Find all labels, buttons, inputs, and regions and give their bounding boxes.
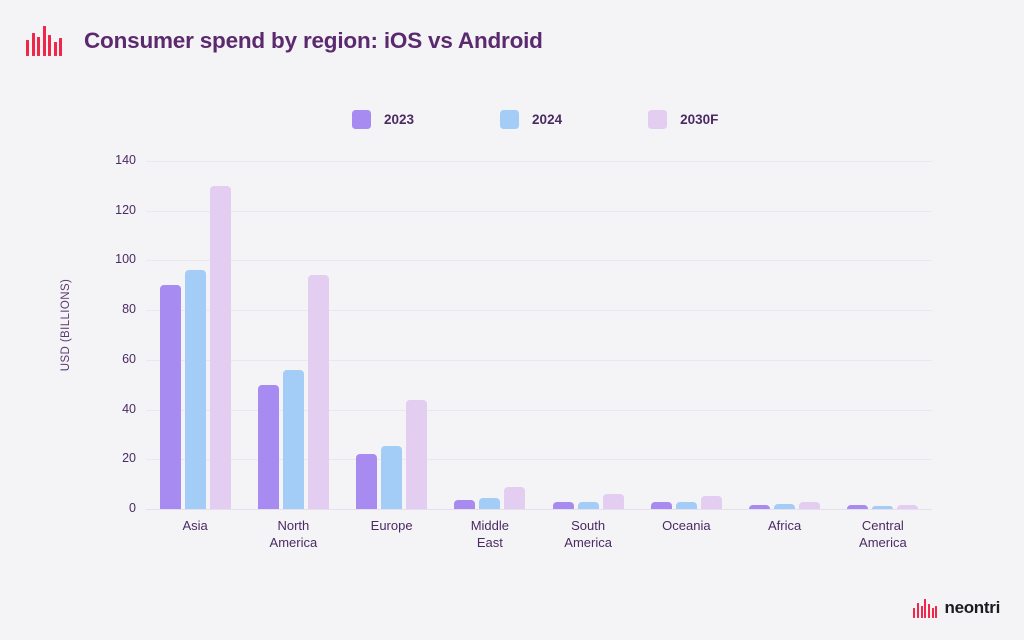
waveform-bar [48,35,51,56]
bar[interactable] [774,504,796,509]
neontri-waveform-icon [913,598,938,618]
x-axis-label: Central America [859,518,907,550]
bar[interactable] [799,502,821,509]
y-axis-title: USD (BILLIONS) [60,278,72,372]
legend-label: 2024 [532,112,563,127]
bar-group [736,161,834,509]
y-axis-tick-label: 20 [122,451,136,466]
waveform-bar [920,605,923,618]
x-axis-label: Europe [370,518,413,533]
bar-group [146,161,244,509]
bar[interactable] [872,505,894,509]
bar[interactable] [749,504,771,509]
bar[interactable] [454,500,476,509]
bar-group [244,161,342,509]
y-axis-tick-label: 40 [122,401,136,416]
bar[interactable] [504,487,526,509]
legend-swatch-icon [648,110,668,129]
waveform-bar [935,606,938,618]
legend-label: 2023 [384,112,415,127]
waveform-bar [928,604,931,618]
gridline [146,459,932,461]
bar[interactable] [577,501,599,509]
waveform-bar [42,26,46,56]
bar[interactable] [381,445,403,509]
waveform-bar [31,32,35,56]
bar[interactable] [847,505,869,509]
bar[interactable] [257,384,279,509]
gridline [146,409,932,411]
bar-group [834,161,932,509]
gridline [146,260,932,262]
bar-group [343,161,441,509]
y-axis-tick-label: 80 [122,302,136,317]
neontri-waveform-icon [26,26,62,56]
x-axis-label: Oceania [662,518,711,533]
bar[interactable] [650,502,672,509]
bar[interactable] [209,185,231,509]
bar[interactable] [897,505,919,509]
legend-item-2024[interactable]: 2024 [500,110,562,129]
gridline [146,210,932,212]
bar[interactable] [479,498,501,509]
waveform-bar [913,607,916,618]
page-title: Consumer spend by region: iOS vs Android [84,28,543,53]
legend-label: 2030F [680,112,719,127]
x-axis-label: North America [269,518,318,550]
waveform-bar [37,37,40,56]
x-axis-labels: Asia North America Europe Middle East South … [146,517,932,551]
x-axis-label: Africa [768,518,802,533]
bar[interactable] [602,493,624,509]
x-axis-label: Asia [182,518,208,533]
chart-legend: 2023 2024 2030F [352,110,718,129]
footer-brand: neontri [913,598,1000,618]
gridline [146,310,932,312]
bar-group [539,161,637,509]
bar-groups [146,161,932,509]
waveform-bar [26,40,29,56]
legend-item-2030F[interactable]: 2030F [648,110,718,129]
y-axis-tick-label: 120 [115,202,136,217]
bar[interactable] [675,501,697,509]
bar[interactable] [307,275,329,509]
gridline [146,161,932,162]
legend-swatch-icon [500,110,520,129]
y-axis-tick-label: 0 [129,501,136,515]
bar[interactable] [282,369,304,509]
waveform-bar [53,41,57,56]
waveform-bar [917,602,920,618]
bar[interactable] [700,496,722,509]
bar[interactable] [184,270,206,509]
footer-brand-name: neontri [944,598,1000,617]
bar[interactable] [159,285,181,509]
x-axis-label: South America [564,518,612,550]
bar-group [637,161,735,509]
page-header: Consumer spend by region: iOS vs Android [26,26,543,56]
bar[interactable] [552,502,574,509]
y-axis-tick-label: 140 [115,153,136,167]
y-axis-tick-label: 60 [122,351,136,366]
waveform-bar [931,608,934,618]
waveform-bar [924,598,927,618]
x-axis-label: Middle East [470,518,510,550]
bar[interactable] [406,399,428,509]
plot-gridlines [146,161,932,510]
legend-swatch-icon [352,110,371,129]
gridline [146,359,932,361]
axis-baseline [146,509,932,510]
y-axis-tick-label: 100 [115,252,136,267]
legend-item-2023[interactable]: 2023 [352,110,414,129]
bar-group [441,161,539,509]
bar[interactable] [356,454,378,509]
waveform-bar [59,38,62,56]
